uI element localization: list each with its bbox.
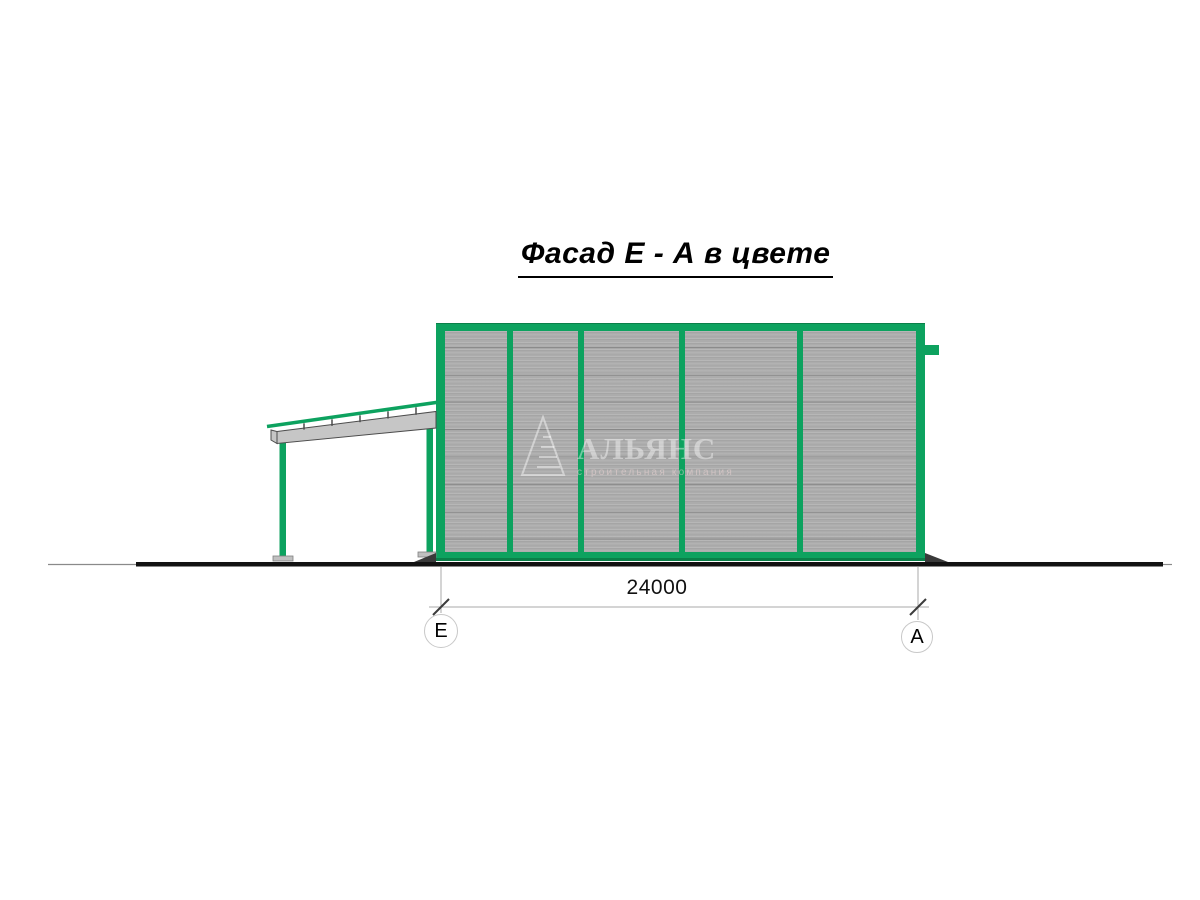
ground-line	[136, 562, 1163, 567]
canopy-roof-edge	[266, 399, 444, 429]
panel-mullion	[797, 331, 803, 552]
dimension-tick-right	[909, 598, 927, 616]
panel-mullion	[679, 331, 685, 552]
canopy-column-right	[426, 414, 433, 553]
axis-marker-e: Е	[424, 614, 458, 648]
dimension-label: 24000	[626, 576, 688, 599]
panel-mullion	[507, 331, 513, 552]
column-base-left	[272, 555, 294, 562]
canopy-beam-endcap	[270, 429, 278, 445]
building-facade	[436, 323, 939, 561]
drawing-title: Фасад Е - А в цвете	[518, 237, 834, 278]
roof-drain-tab	[925, 345, 939, 355]
wall-panels	[445, 331, 916, 552]
panel-mullion	[578, 331, 584, 552]
base-flare-left	[414, 553, 436, 562]
canopy-beam	[276, 410, 437, 445]
canopy-column-left	[279, 438, 286, 557]
dimension-tick-left	[432, 598, 450, 616]
axis-marker-a: А	[901, 621, 933, 653]
base-flare-right	[925, 553, 948, 562]
